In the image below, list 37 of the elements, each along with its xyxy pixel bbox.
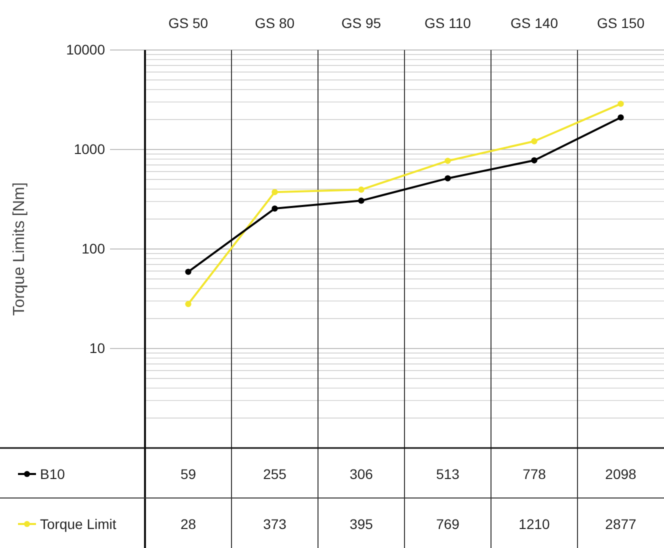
point [531, 138, 538, 144]
legend-label: Torque Limit [40, 516, 116, 532]
x-tick-label: GS 95 [341, 15, 382, 31]
legend-label: B10 [40, 466, 66, 482]
y-tick-label: 1000 [74, 140, 106, 157]
y-tick-label: 10 [89, 340, 106, 356]
x-tick-label: GS 110 [424, 15, 472, 31]
data-label: 28 [180, 516, 196, 532]
point [618, 100, 624, 107]
point [272, 205, 278, 212]
data-label: 769 [436, 516, 460, 532]
point [618, 114, 624, 121]
y-tick-label: 100 [82, 240, 106, 256]
data-label: 373 [263, 516, 287, 532]
data-label: 306 [350, 466, 374, 482]
data-label: 395 [350, 516, 374, 532]
data-label: 59 [180, 466, 196, 482]
x-tick-label: GS 150 [597, 15, 645, 31]
data-label: 2877 [605, 516, 637, 532]
point [272, 189, 278, 196]
point [185, 268, 192, 275]
data-label: 2098 [605, 466, 637, 482]
y-axis-title: Torque Limits [Nm] [11, 182, 28, 316]
point [444, 175, 451, 182]
data-label: 1210 [518, 516, 550, 532]
x-tick-label: GS 50 [168, 15, 208, 31]
point [358, 186, 364, 193]
y-tick-label: 10000 [66, 41, 106, 58]
x-tick-label: GS 80 [254, 15, 295, 31]
point [444, 158, 451, 164]
data-label: 513 [436, 466, 460, 482]
point [358, 198, 364, 204]
point [185, 300, 192, 308]
data-label: 255 [263, 466, 287, 482]
data-label: 778 [522, 466, 546, 482]
point [531, 157, 538, 164]
x-tick-label: GS 140 [510, 15, 558, 31]
